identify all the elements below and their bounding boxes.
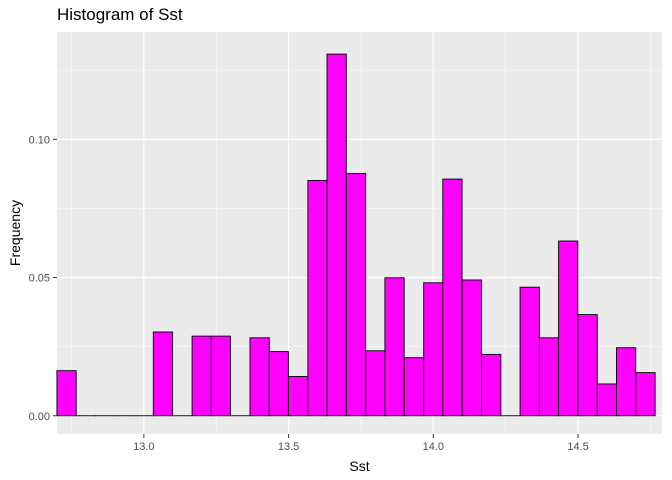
y-axis-ticks: 0.00 0.05 0.10 bbox=[29, 134, 57, 423]
histogram-bar bbox=[326, 53, 347, 417]
histogram-bar bbox=[423, 282, 444, 417]
histogram-bar bbox=[558, 240, 579, 417]
histogram-bar bbox=[365, 350, 386, 417]
y-tick-label: 0.10 bbox=[29, 134, 50, 146]
x-tick-label: 13.5 bbox=[278, 441, 299, 453]
histogram-bar bbox=[442, 178, 463, 417]
histogram-bar bbox=[635, 372, 656, 417]
histogram-bar bbox=[191, 335, 212, 417]
x-tick-label: 13.0 bbox=[133, 441, 154, 453]
histogram-bar bbox=[577, 314, 598, 417]
histogram-bar bbox=[519, 286, 540, 417]
histogram-bar bbox=[461, 279, 482, 417]
histogram-bar bbox=[596, 383, 618, 417]
histogram-bar bbox=[56, 370, 77, 417]
histogram-bar bbox=[210, 335, 231, 417]
histogram-bar bbox=[152, 331, 174, 417]
histogram-bar bbox=[403, 357, 425, 417]
histogram-bar bbox=[539, 337, 560, 417]
histogram-bars bbox=[56, 53, 656, 417]
x-tick-label: 14.0 bbox=[423, 441, 444, 453]
histogram-bar bbox=[288, 376, 309, 417]
histogram-bar bbox=[345, 173, 367, 417]
y-axis-label: Frequency bbox=[7, 200, 23, 266]
chart-title: Histogram of Sst bbox=[57, 5, 183, 24]
histogram-bar bbox=[249, 337, 270, 417]
histogram-bar bbox=[616, 347, 637, 417]
histogram-bar bbox=[384, 277, 405, 417]
histogram-bar bbox=[307, 180, 328, 417]
x-tick-label: 14.5 bbox=[567, 441, 588, 453]
y-tick-label: 0.05 bbox=[29, 273, 50, 285]
x-axis-ticks: 13.0 13.5 14.0 14.5 bbox=[133, 434, 589, 453]
x-axis-label: Sst bbox=[349, 458, 369, 474]
histogram-bar bbox=[268, 351, 289, 417]
y-tick-label: 0.00 bbox=[29, 411, 50, 423]
histogram-bar bbox=[481, 353, 502, 417]
